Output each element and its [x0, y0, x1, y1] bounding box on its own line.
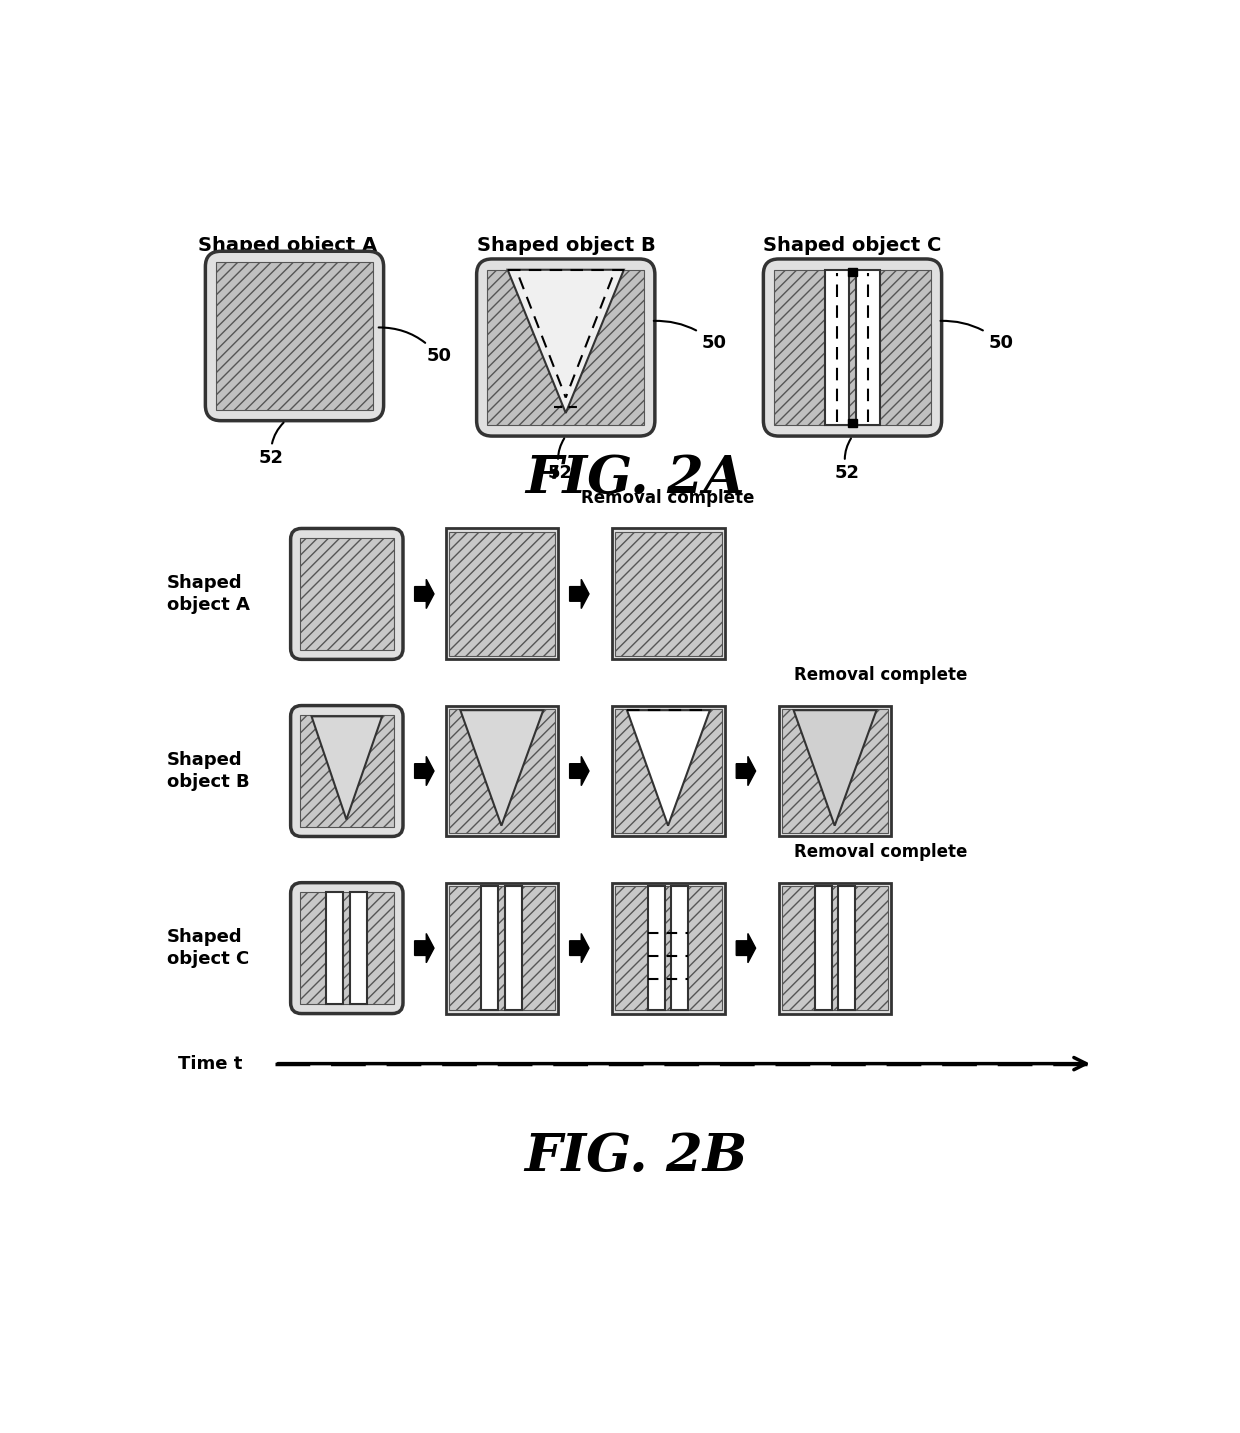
Bar [615, 532, 722, 656]
Text: 52: 52 [548, 438, 573, 483]
Bar [487, 269, 644, 426]
Bar [649, 886, 665, 1010]
FancyArrow shape [414, 757, 434, 785]
Text: Time t: Time t [179, 1055, 243, 1073]
Text: 52: 52 [259, 423, 284, 467]
Bar [826, 269, 848, 426]
Bar [779, 705, 892, 837]
Text: Shaped
object C: Shaped object C [166, 929, 249, 969]
Bar [300, 537, 394, 651]
Bar [779, 883, 892, 1013]
FancyArrow shape [414, 579, 434, 609]
Bar [300, 715, 394, 827]
FancyBboxPatch shape [764, 259, 941, 436]
FancyArrow shape [737, 757, 755, 785]
Bar [449, 709, 556, 834]
Bar [782, 886, 888, 1010]
Bar [671, 886, 688, 1010]
Bar [445, 529, 558, 659]
Text: Shaped object C: Shaped object C [764, 236, 941, 255]
Bar [613, 529, 724, 659]
Text: Shaped object A: Shaped object A [197, 236, 377, 255]
FancyArrow shape [569, 579, 589, 609]
FancyBboxPatch shape [290, 705, 403, 837]
Bar [505, 886, 522, 1010]
Bar [613, 883, 724, 1013]
FancyBboxPatch shape [290, 529, 403, 659]
Bar [615, 709, 722, 834]
Polygon shape [794, 711, 877, 825]
Polygon shape [311, 716, 382, 820]
Text: 50: 50 [378, 328, 451, 365]
Text: Removal complete: Removal complete [795, 666, 968, 684]
Bar [848, 268, 857, 277]
Bar [449, 532, 556, 656]
FancyArrow shape [569, 757, 589, 785]
Text: Removal complete: Removal complete [582, 489, 755, 507]
Bar [300, 891, 394, 1005]
Bar [838, 886, 854, 1010]
FancyArrow shape [569, 933, 589, 963]
FancyBboxPatch shape [206, 251, 383, 421]
Text: Shaped
object B: Shaped object B [166, 751, 249, 791]
Bar [445, 705, 558, 837]
Text: 52: 52 [835, 438, 859, 483]
Bar [350, 891, 367, 1005]
Polygon shape [507, 269, 624, 413]
FancyArrow shape [737, 933, 755, 963]
Text: FIG. 2B: FIG. 2B [523, 1131, 748, 1182]
Bar [216, 262, 373, 410]
Bar [326, 891, 343, 1005]
Polygon shape [627, 711, 709, 825]
Bar [481, 886, 498, 1010]
Polygon shape [460, 711, 543, 825]
FancyBboxPatch shape [290, 883, 403, 1013]
Bar [613, 705, 724, 837]
Bar [857, 269, 879, 426]
Text: Shaped
object A: Shaped object A [166, 573, 249, 613]
Text: 50: 50 [653, 321, 727, 351]
Bar [445, 883, 558, 1013]
Text: 50: 50 [940, 321, 1013, 351]
Text: Shaped object B: Shaped object B [476, 236, 656, 255]
Bar [815, 886, 832, 1010]
Text: FIG. 2A: FIG. 2A [526, 453, 745, 504]
Bar [848, 418, 857, 427]
Bar [782, 709, 888, 834]
Bar [615, 886, 722, 1010]
Bar [774, 269, 931, 426]
FancyBboxPatch shape [476, 259, 655, 436]
Bar [449, 886, 556, 1010]
FancyArrow shape [414, 933, 434, 963]
Text: Removal complete: Removal complete [795, 843, 968, 861]
